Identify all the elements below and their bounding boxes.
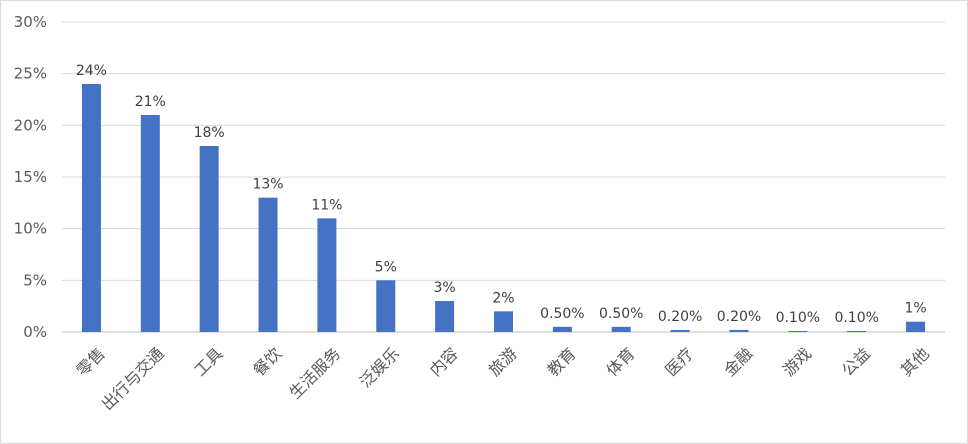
bar [729, 329, 749, 332]
data-label: 13% [252, 177, 283, 193]
data-label: 0.10% [834, 310, 878, 326]
bar [140, 115, 160, 332]
data-label: 0.50% [599, 306, 643, 322]
bar [81, 84, 101, 332]
category-label: 泛娱乐 [356, 344, 403, 391]
y-tick-label: 15% [14, 168, 47, 186]
y-tick-label: 10% [14, 220, 47, 238]
y-tick-label: 25% [14, 65, 47, 83]
bar [552, 326, 572, 332]
bar [435, 301, 455, 332]
y-tick-label: 0% [23, 323, 47, 341]
bar [788, 330, 808, 332]
y-tick-label: 20% [14, 116, 47, 134]
data-label: 0.50% [540, 306, 584, 322]
bar [199, 146, 219, 332]
data-label: 1% [904, 301, 926, 317]
category-label: 其他 [897, 344, 933, 380]
data-label: 2% [492, 290, 514, 306]
data-labels: 24% 21% 18% 13% 11% 5% 3% 2% 0.50% 0.50% 0.20% 0.20… [76, 63, 927, 326]
category-label: 旅游 [485, 344, 521, 380]
data-label: 3% [434, 280, 456, 296]
bar [317, 218, 337, 332]
data-label: 24% [76, 63, 107, 79]
data-label: 0.20% [658, 309, 702, 325]
bar [906, 321, 926, 332]
category-label: 体育 [602, 344, 638, 380]
data-label: 0.10% [776, 310, 820, 326]
category-label: 餐饮 [249, 344, 285, 380]
category-label: 医疗 [661, 344, 697, 380]
gridlines [62, 21, 945, 333]
bar [847, 330, 867, 332]
category-label: 出行与交通 [98, 344, 168, 414]
data-label: 0.20% [717, 309, 761, 325]
data-label: 5% [375, 259, 397, 275]
y-tick-label: 5% [23, 271, 47, 289]
y-tick-label: 30% [14, 13, 47, 31]
category-label: 游戏 [779, 344, 815, 380]
category-label: 教育 [544, 344, 580, 380]
bar [494, 311, 513, 332]
category-label: 零售 [73, 344, 109, 380]
category-label: 工具 [190, 344, 226, 380]
bar [258, 197, 278, 332]
bar [611, 326, 631, 332]
bar [670, 329, 690, 332]
data-label: 18% [194, 125, 225, 141]
bars [81, 84, 926, 332]
data-label: 11% [311, 197, 342, 213]
y-axis-tick-labels: 0% 5% 10% 15% 20% 25% 30% [14, 13, 47, 341]
category-label: 公益 [838, 344, 874, 380]
category-label: 生活服务 [286, 344, 345, 403]
category-label: 金融 [720, 344, 756, 380]
category-label: 内容 [426, 344, 462, 380]
data-label: 21% [135, 94, 166, 110]
bar [376, 280, 396, 332]
